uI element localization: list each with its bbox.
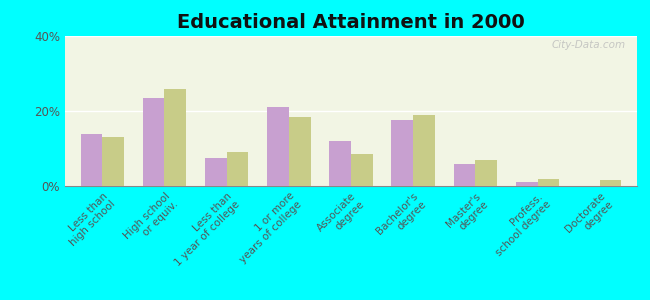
Bar	[330, 141, 351, 186]
Text: City-Data.com: City-Data.com	[551, 40, 625, 50]
Bar	[102, 137, 124, 186]
Bar	[143, 98, 164, 186]
Bar	[454, 164, 475, 186]
Bar	[600, 180, 621, 186]
Bar	[227, 152, 248, 186]
Bar	[289, 117, 311, 186]
Bar	[205, 158, 227, 186]
Bar	[267, 107, 289, 186]
Bar	[413, 115, 435, 186]
Bar	[164, 88, 187, 186]
Bar	[81, 134, 102, 186]
Bar	[351, 154, 372, 186]
Title: Educational Attainment in 2000: Educational Attainment in 2000	[177, 13, 525, 32]
Bar	[538, 178, 559, 186]
Bar	[391, 120, 413, 186]
Bar	[515, 182, 538, 186]
Bar	[475, 160, 497, 186]
